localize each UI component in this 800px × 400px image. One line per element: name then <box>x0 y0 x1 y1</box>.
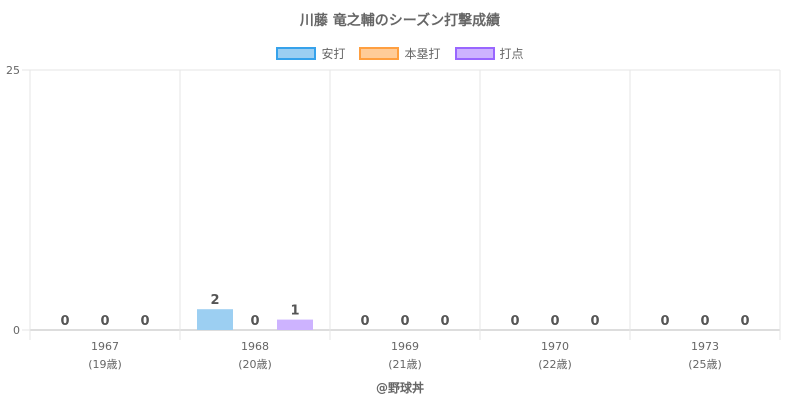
x-tick-label-age: (21歳) <box>388 358 422 371</box>
x-tick-label-year: 1969 <box>391 340 419 353</box>
legend-label-rbi: 打点 <box>499 47 524 61</box>
x-tick-label-year: 1970 <box>541 340 569 353</box>
data-label: 0 <box>140 314 149 329</box>
legend-swatch-hits <box>276 47 317 60</box>
legend-swatch-rbi <box>454 47 495 60</box>
data-label: 2 <box>210 293 219 308</box>
chart-title: 川藤 竜之輔のシーズン打撃成績 <box>299 13 501 29</box>
chart-legend: 安打 本塁打 打点 <box>0 45 800 62</box>
data-label: 0 <box>510 314 519 329</box>
data-label: 0 <box>60 314 69 329</box>
x-tick-label-year: 1967 <box>91 340 119 353</box>
x-tick-label-age: (25歳) <box>688 358 722 371</box>
data-label: 0 <box>660 314 669 329</box>
data-label: 0 <box>250 314 259 329</box>
y-tick-label: 0 <box>13 324 20 337</box>
bar <box>277 319 313 330</box>
legend-swatch-homeruns <box>359 47 400 60</box>
x-tick-label-age: (22歳) <box>538 358 572 371</box>
data-label: 0 <box>550 314 559 329</box>
legend-item-rbi[interactable]: 打点 <box>454 45 524 62</box>
x-tick-label-age: (19歳) <box>88 358 122 371</box>
legend-label-homeruns: 本塁打 <box>404 47 441 61</box>
x-tick-label-year: 1973 <box>691 340 719 353</box>
data-label: 0 <box>100 314 109 329</box>
legend-item-homeruns[interactable]: 本塁打 <box>359 45 441 62</box>
bar <box>197 309 233 330</box>
legend-label-hits: 安打 <box>321 47 346 61</box>
data-label: 0 <box>440 314 449 329</box>
data-label: 0 <box>700 314 709 329</box>
data-label: 0 <box>400 314 409 329</box>
data-label: 0 <box>740 314 749 329</box>
x-tick-label-age: (20歳) <box>238 358 272 371</box>
data-label: 0 <box>360 314 369 329</box>
legend-item-hits[interactable]: 安打 <box>276 45 345 62</box>
x-tick-label-year: 1968 <box>241 340 269 353</box>
data-label: 0 <box>590 314 599 329</box>
y-tick-label: 25 <box>6 64 20 77</box>
credit-text: @野球丼 <box>375 381 424 395</box>
data-label: 1 <box>290 304 299 319</box>
